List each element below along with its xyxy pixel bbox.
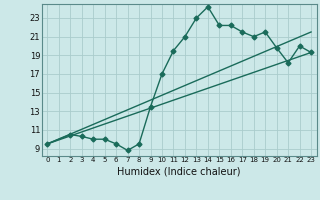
X-axis label: Humidex (Indice chaleur): Humidex (Indice chaleur) [117, 166, 241, 176]
